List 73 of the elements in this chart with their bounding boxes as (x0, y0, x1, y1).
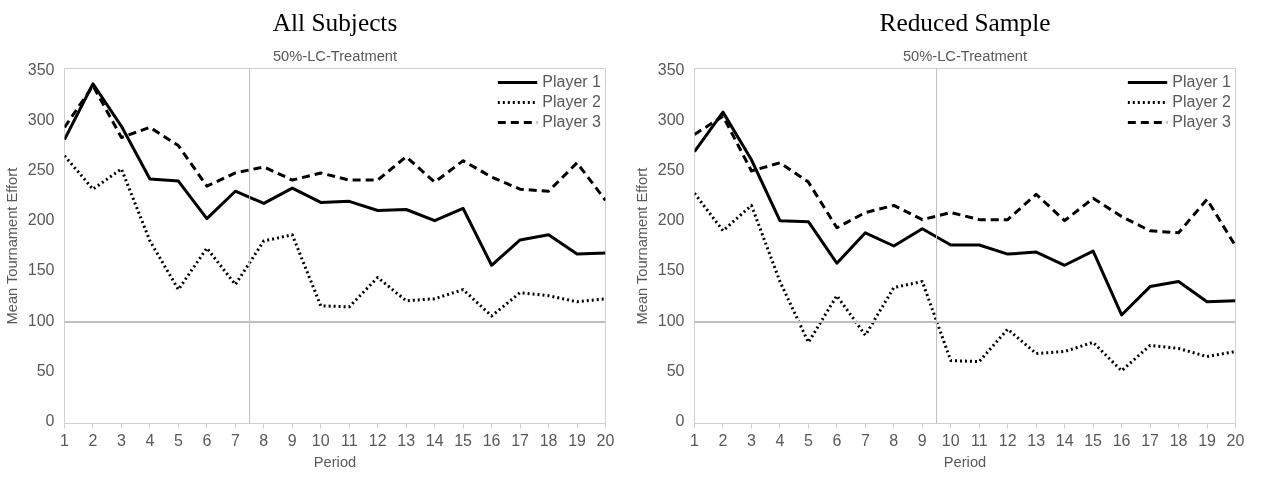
y-tick-label: 350 (27, 60, 55, 78)
chart-subtitle: 50%-LC-Treatment (272, 47, 398, 64)
x-tick-label: 14 (425, 431, 444, 449)
x-tick-label: 2 (88, 431, 98, 449)
y-tick-label: 300 (657, 110, 685, 128)
x-axis-title: Period (943, 453, 987, 470)
y-tick-label: 300 (27, 110, 55, 128)
y-tick-label: 100 (657, 311, 685, 329)
legend-label: Player 3 (542, 113, 601, 131)
x-tick-label: 12 (368, 431, 387, 449)
x-tick-label: 15 (1084, 431, 1103, 449)
x-tick-label: 9 (287, 431, 297, 449)
y-axis-title: Mean Tournament Effort (633, 167, 650, 325)
y-tick-label: 50 (666, 361, 685, 379)
x-tick-label: 16 (1112, 431, 1131, 449)
x-tick-label: 3 (117, 431, 126, 449)
y-tick-label: 0 (45, 412, 55, 430)
y-tick-label: 150 (27, 261, 55, 279)
x-tick-label: 19 (1198, 431, 1217, 449)
line-series (694, 110, 1236, 317)
x-tick-label: 1 (60, 431, 70, 449)
y-tick-label: 200 (27, 211, 55, 229)
legend-label: Player 2 (1172, 93, 1231, 111)
x-tick-label: 9 (917, 431, 927, 449)
x-tick-label: 5 (803, 431, 813, 449)
line-series (64, 154, 606, 318)
x-axis-title: Period (313, 453, 357, 470)
x-tick-label: 20 (1226, 431, 1245, 449)
x-tick-label: 3 (747, 431, 756, 449)
x-tick-label: 11 (970, 431, 988, 449)
x-tick-label: 1 (690, 431, 700, 449)
x-tick-label: 4 (145, 431, 155, 449)
chart-title: Reduced Sample (879, 7, 1051, 36)
x-tick-label: 18 (539, 431, 558, 449)
x-tick-label: 8 (889, 431, 899, 449)
legend-label: Player 2 (542, 93, 601, 111)
x-tick-label: 18 (1169, 431, 1188, 449)
x-tick-label: 5 (173, 431, 183, 449)
line-series (694, 191, 1236, 373)
x-tick-label: 2 (718, 431, 728, 449)
x-tick-label: 4 (775, 431, 785, 449)
y-tick-label: 350 (657, 60, 685, 78)
y-axis-title: Mean Tournament Effort (3, 167, 20, 325)
x-tick-label: 17 (1141, 431, 1160, 449)
chart-subtitle: 50%-LC-Treatment (902, 47, 1028, 64)
x-tick-label: 14 (1055, 431, 1074, 449)
x-tick-label: 15 (454, 431, 473, 449)
legend-label: Player 3 (1172, 113, 1231, 131)
y-tick-label: 150 (657, 261, 685, 279)
x-tick-label: 13 (397, 431, 416, 449)
x-tick-label: 8 (259, 431, 269, 449)
x-tick-label: 19 (568, 431, 587, 449)
y-tick-label: 200 (657, 211, 685, 229)
legend-label: Player 1 (542, 73, 601, 91)
x-tick-label: 6 (202, 431, 212, 449)
y-tick-label: 0 (675, 412, 685, 430)
x-tick-label: 11 (340, 431, 358, 449)
y-tick-label: 100 (27, 311, 55, 329)
y-tick-label: 50 (36, 361, 55, 379)
x-tick-label: 6 (832, 431, 842, 449)
x-tick-label: 12 (998, 431, 1017, 449)
y-tick-label: 250 (27, 160, 55, 178)
x-tick-label: 7 (860, 431, 870, 449)
x-tick-label: 16 (482, 431, 501, 449)
legend-label: Player 1 (1172, 73, 1231, 91)
chart-title: All Subjects (272, 7, 398, 36)
x-tick-label: 10 (311, 431, 330, 449)
x-tick-label: 7 (230, 431, 240, 449)
y-tick-label: 250 (657, 160, 685, 178)
x-tick-label: 10 (941, 431, 960, 449)
x-tick-label: 20 (596, 431, 615, 449)
x-tick-label: 13 (1027, 431, 1046, 449)
x-tick-label: 17 (511, 431, 530, 449)
